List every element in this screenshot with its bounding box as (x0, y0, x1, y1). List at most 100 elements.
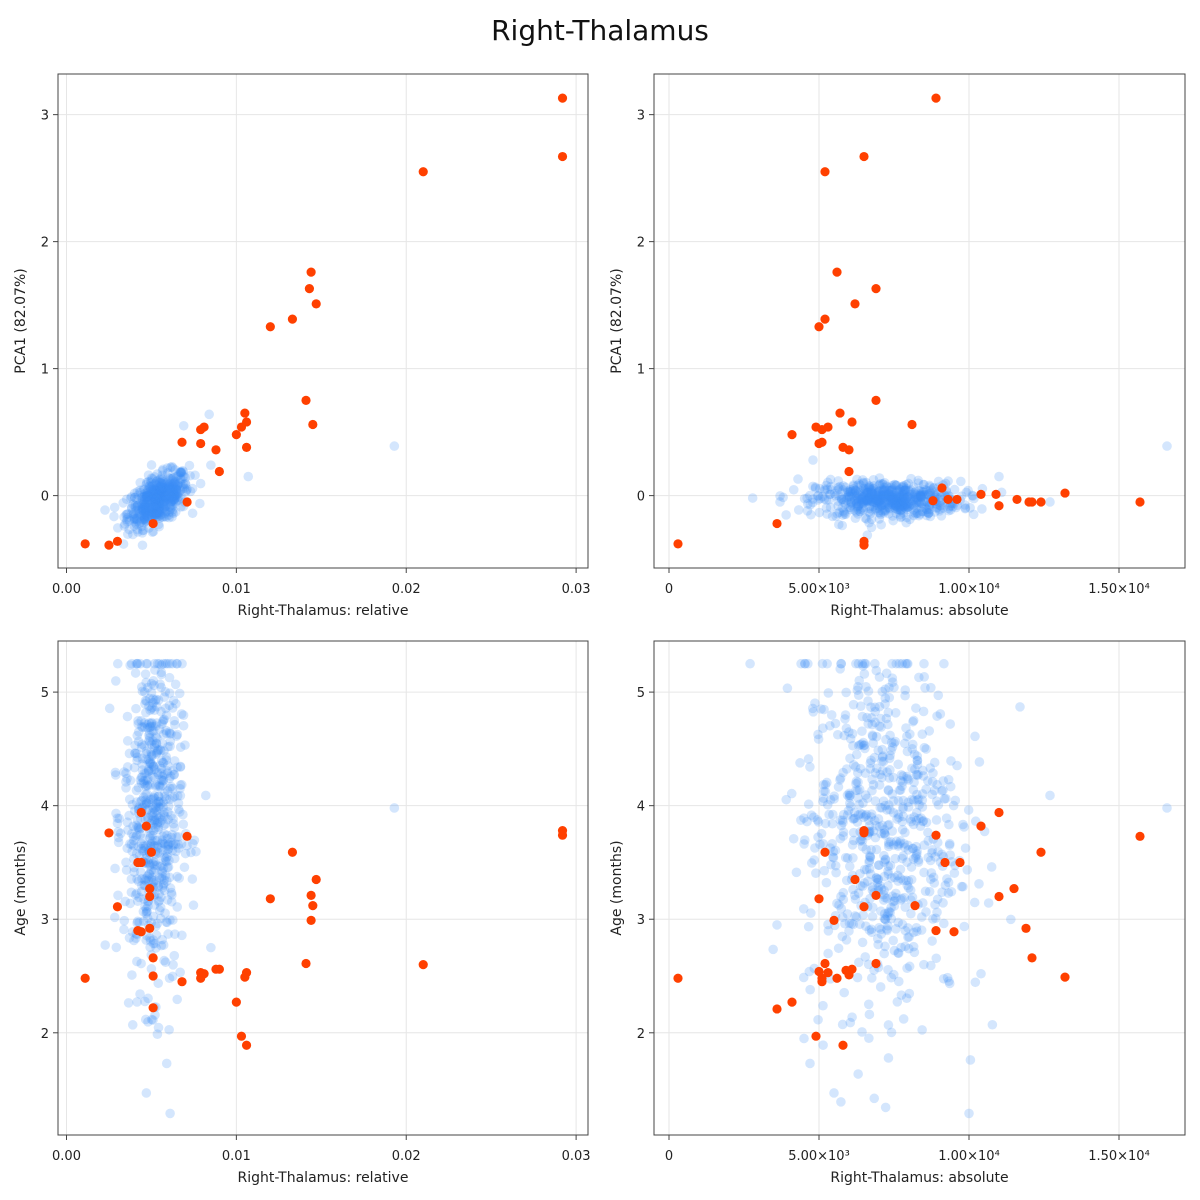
background-point (148, 792, 159, 803)
background-point (883, 820, 893, 831)
background-point (190, 470, 200, 481)
background-point (133, 823, 144, 834)
background-point (945, 850, 956, 860)
background-point (139, 491, 149, 502)
background-point (158, 491, 169, 501)
background-point (848, 827, 859, 838)
background-point (173, 480, 183, 490)
background-point (144, 735, 154, 746)
background-point (844, 502, 854, 513)
background-point (910, 508, 921, 519)
background-point (141, 479, 152, 490)
background-point (821, 877, 832, 888)
background-point (148, 526, 159, 537)
background-point (164, 481, 174, 491)
background-point (131, 832, 141, 842)
background-point (919, 496, 929, 507)
background-point (143, 754, 154, 765)
background-point (911, 490, 922, 501)
background-point (880, 504, 891, 515)
background-point (885, 492, 896, 503)
background-point (916, 486, 927, 497)
background-point (871, 873, 882, 883)
background-point (148, 935, 159, 945)
background-point (892, 494, 902, 504)
background-point (870, 505, 881, 516)
background-point (924, 486, 935, 497)
background-point (835, 775, 845, 785)
background-point (894, 785, 905, 796)
background-point (768, 944, 778, 955)
background-point (844, 926, 854, 936)
background-point (147, 507, 158, 518)
background-point (151, 798, 162, 809)
background-point (859, 491, 869, 502)
background-point (152, 486, 162, 496)
background-point (910, 853, 921, 863)
background-point (808, 455, 818, 465)
background-point (841, 875, 852, 886)
background-point (938, 776, 949, 786)
background-point (881, 668, 892, 679)
background-point (912, 789, 922, 800)
background-point (185, 470, 195, 481)
background-point (892, 497, 903, 507)
background-point (157, 868, 168, 878)
background-point (837, 1019, 848, 1030)
background-point (127, 828, 137, 839)
background-point (853, 1069, 863, 1079)
background-point (877, 686, 888, 697)
background-point (151, 781, 161, 792)
background-point (838, 887, 849, 898)
background-point (892, 496, 902, 507)
background-point (148, 493, 159, 504)
background-point (158, 775, 169, 785)
background-point (896, 511, 906, 522)
background-point (140, 507, 151, 517)
background-point (874, 473, 885, 483)
background-point (171, 846, 181, 857)
background-point (887, 658, 897, 669)
background-point (909, 812, 919, 822)
background-point (820, 779, 831, 790)
background-point (874, 860, 884, 871)
background-point (188, 900, 199, 911)
background-point (875, 982, 886, 992)
background-point (126, 874, 137, 884)
background-point (165, 484, 175, 495)
highlight-point (814, 894, 824, 904)
background-point (882, 485, 893, 495)
background-point (155, 486, 166, 497)
background-point (156, 774, 167, 785)
background-point (163, 472, 173, 483)
background-point (864, 492, 875, 503)
background-point (908, 941, 919, 952)
background-point (939, 794, 950, 804)
background-point (916, 492, 926, 502)
background-point (158, 502, 169, 513)
background-point (119, 512, 129, 522)
background-point (151, 501, 162, 512)
highlight-point (811, 1031, 821, 1041)
background-point (895, 493, 906, 503)
background-point (829, 791, 840, 801)
background-point (889, 493, 899, 504)
background-point (206, 942, 216, 953)
background-point (829, 488, 840, 499)
background-point (165, 736, 176, 746)
background-point (168, 494, 178, 505)
background-point (135, 658, 146, 669)
background-point (875, 508, 886, 518)
highlight-point (949, 927, 959, 937)
background-point (852, 502, 863, 512)
background-point (897, 919, 908, 930)
background-point (145, 794, 156, 805)
background-point (165, 462, 176, 473)
background-point (826, 710, 837, 720)
background-point (173, 839, 183, 850)
background-point (140, 789, 151, 799)
background-point (140, 499, 151, 510)
highlight-point (859, 902, 869, 912)
background-point (882, 925, 893, 936)
background-point (917, 795, 928, 805)
